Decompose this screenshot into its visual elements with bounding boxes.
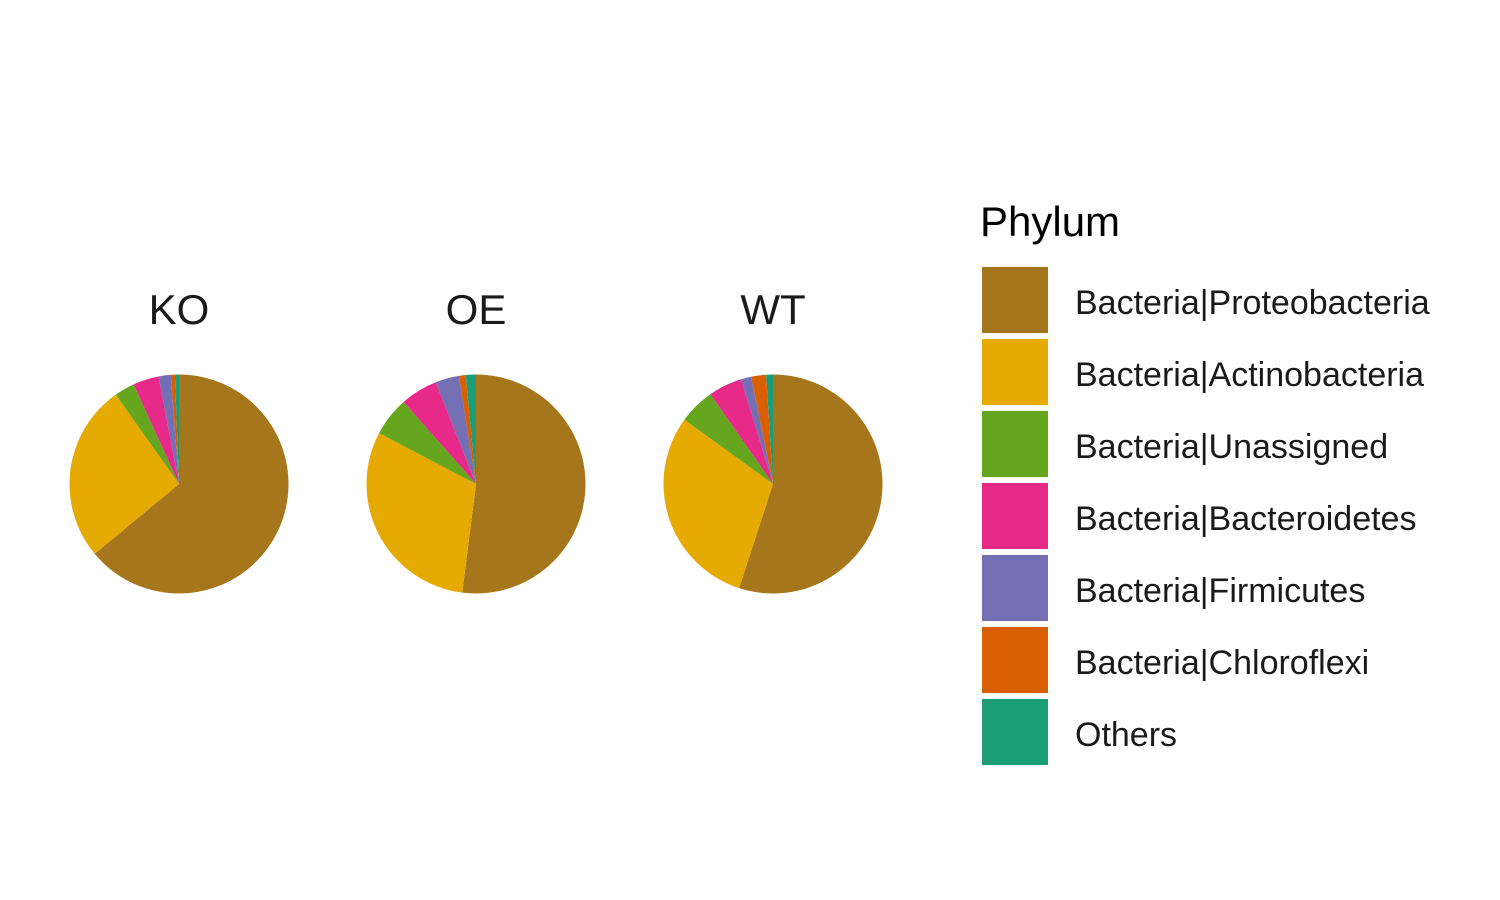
- pie-slice-ko-bacteria-proteobacteria: [94, 374, 289, 594]
- pie-slice-wt-bacteria-chloroflexi: [751, 374, 773, 484]
- legend-label-actinobacteria: Bacteria|Actinobacteria: [1075, 356, 1424, 394]
- pie-slice-wt-bacteria-firmicutes: [741, 376, 773, 484]
- pie-slice-wt-others: [766, 374, 773, 484]
- panel-oe: OE: [366, 286, 586, 594]
- pie-slice-ko-others: [174, 374, 179, 484]
- legend-label-bacteroidetes: Bacteria|Bacteroidetes: [1075, 500, 1416, 538]
- legend-title: Phylum: [980, 198, 1120, 245]
- pie-slice-ko-bacteria-actinobacteria: [69, 394, 179, 554]
- legend-label-proteobacteria: Bacteria|Proteobacteria: [1075, 284, 1430, 322]
- pie-ko: [69, 374, 289, 594]
- legend-swatch-bacteroidetes: [982, 483, 1048, 549]
- pie-slice-wt-bacteria-actinobacteria: [663, 419, 773, 589]
- legend-swatch-firmicutes: [982, 555, 1048, 621]
- pie-slice-oe-others: [465, 374, 476, 484]
- panel-ko: KO: [69, 286, 289, 594]
- panel-title-ko: KO: [149, 286, 210, 333]
- legend-label-others: Others: [1075, 716, 1177, 754]
- legend: Phylum Bacteria|Proteobacteria Bacteria|…: [980, 198, 1430, 765]
- legend-swatch-others: [982, 699, 1048, 765]
- pie-slice-oe-bacteria-bacteroidetes: [403, 382, 476, 484]
- pie-slice-oe-bacteria-actinobacteria: [366, 433, 476, 593]
- legend-swatch-chloroflexi: [982, 627, 1048, 693]
- panel-title-wt: WT: [740, 286, 805, 333]
- pie-slice-oe-bacteria-firmicutes: [435, 375, 476, 484]
- panel-title-oe: OE: [446, 286, 507, 333]
- legend-label-chloroflexi: Bacteria|Chloroflexi: [1075, 644, 1369, 682]
- pie-slice-oe-bacteria-proteobacteria: [462, 374, 586, 594]
- pie-oe: [366, 374, 586, 594]
- pie-slice-ko-bacteria-unassigned: [115, 384, 179, 484]
- pie-slice-wt-bacteria-proteobacteria: [739, 374, 883, 594]
- pie-slice-oe-bacteria-unassigned: [379, 401, 476, 484]
- legend-swatch-proteobacteria: [982, 267, 1048, 333]
- legend-swatch-unassigned: [982, 411, 1048, 477]
- pie-slice-wt-bacteria-bacteroidetes: [710, 379, 773, 484]
- pie-slice-ko-bacteria-bacteroidetes: [133, 376, 179, 484]
- pie-panels: KO OE WT: [69, 286, 883, 594]
- legend-label-unassigned: Bacteria|Unassigned: [1075, 428, 1388, 466]
- pie-slice-ko-bacteria-firmicutes: [158, 374, 179, 484]
- legend-label-firmicutes: Bacteria|Firmicutes: [1075, 572, 1365, 610]
- pie-wt: [663, 374, 883, 594]
- legend-swatch-actinobacteria: [982, 339, 1048, 405]
- pie-slice-oe-bacteria-chloroflexi: [458, 374, 476, 484]
- pie-slice-ko-bacteria-chloroflexi: [170, 374, 179, 484]
- panel-wt: WT: [663, 286, 883, 594]
- pie-slice-wt-bacteria-unassigned: [684, 394, 773, 484]
